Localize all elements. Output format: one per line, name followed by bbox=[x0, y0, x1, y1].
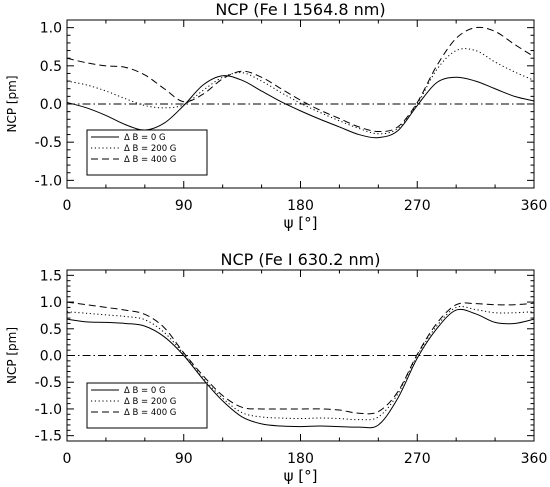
y-tick-label: 0.0 bbox=[40, 97, 62, 113]
legend-label: Δ B = 400 G bbox=[124, 155, 176, 165]
y-tick-label: 0.5 bbox=[40, 59, 62, 75]
x-tick-label: 180 bbox=[287, 451, 314, 467]
chart-panel-fe-1564: 0 90 180 270 360 -1.0 -0.5 0.0 0.5 1.0 NCP (Fe I 1… bbox=[5, 0, 547, 232]
y-tick-label: -0.5 bbox=[35, 135, 62, 151]
series-line-dashed bbox=[67, 26, 534, 132]
y-axis-label: NCP [pm] bbox=[5, 75, 19, 132]
y-tick-label: 0.5 bbox=[40, 322, 62, 338]
x-axis-label: ψ [°] bbox=[284, 214, 318, 232]
legend-label: Δ B = 0 G bbox=[124, 133, 166, 143]
x-tick-label: 270 bbox=[404, 451, 431, 467]
legend-label: Δ B = 200 G bbox=[124, 397, 176, 407]
legend-label: Δ B = 400 G bbox=[124, 408, 176, 418]
chart-panel-fe-630: 0 90 180 270 360 -1.5 -1.0 -0.5 0.0 0.5 1.0 1.5 NCP … bbox=[5, 250, 547, 485]
series-line-solid bbox=[67, 308, 534, 429]
series-line-dotted bbox=[67, 48, 534, 135]
x-axis-label: ψ [°] bbox=[284, 467, 318, 485]
x-tick-label: 360 bbox=[521, 451, 548, 467]
x-tick-label: 360 bbox=[521, 198, 548, 214]
y-tick-label: 0.0 bbox=[40, 349, 62, 365]
x-tick-label: 0 bbox=[63, 198, 72, 214]
legend-label: Δ B = 0 G bbox=[124, 386, 166, 396]
x-tick-label: 180 bbox=[287, 198, 314, 214]
y-tick-label: -0.5 bbox=[35, 375, 62, 391]
chart-title: NCP (Fe I 1564.8 nm) bbox=[215, 0, 385, 19]
y-tick-label: 1.0 bbox=[40, 21, 62, 37]
y-axis-label: NCP [pm] bbox=[5, 327, 19, 384]
x-tick-label: 270 bbox=[404, 198, 431, 214]
x-tick-label: 0 bbox=[63, 451, 72, 467]
x-tick-label: 90 bbox=[175, 198, 193, 214]
y-tick-label: -1.5 bbox=[35, 429, 62, 445]
y-tick-label: 1.5 bbox=[40, 268, 62, 284]
series-line-solid bbox=[67, 75, 534, 139]
legend-label: Δ B = 200 G bbox=[124, 144, 176, 154]
series-line-dotted bbox=[67, 305, 534, 421]
y-tick-label: -1.0 bbox=[35, 173, 62, 189]
chart-title: NCP (Fe I 630.2 nm) bbox=[220, 250, 380, 269]
series-line-dashed bbox=[67, 301, 534, 415]
y-tick-label: -1.0 bbox=[35, 402, 62, 418]
y-tick-label: 1.0 bbox=[40, 295, 62, 311]
x-tick-label: 90 bbox=[175, 451, 193, 467]
